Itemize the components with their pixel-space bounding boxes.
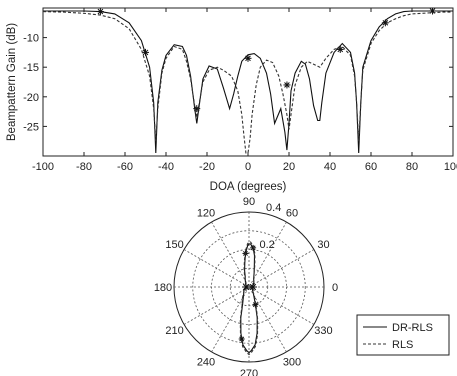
polar-point-marker [252,301,259,308]
polar-angle-label: 0 [332,282,338,294]
x-tick-label: -80 [76,161,92,173]
polar-spoke [211,221,287,353]
x-tick-label: 40 [324,161,336,173]
legend-label-dr-rls: DR-RLS [392,322,433,334]
legend: DR-RLS RLS [356,314,450,356]
polar-angle-label: 150 [165,239,183,251]
polar-radius-label: 0.4 [266,202,281,214]
polar-angle-label: 180 [154,282,172,294]
x-tick-label: -100 [32,161,54,173]
polar-radius-labels: 0.2 0.4 [260,202,282,251]
y-tick-label: -25 [23,121,39,133]
x-axis-label: DOA (degrees) [210,181,287,193]
polar-spoke [183,249,315,325]
data-point-marker [283,81,291,89]
data-point-marker [244,54,252,62]
plot-frame [42,7,454,157]
x-tick-labels: -100 -80 -60 -40 -20 0 20 40 60 80 100 [32,8,457,173]
beampattern-chart: -100 -80 -60 -40 -20 0 20 40 60 80 100 -10 -15 -20 -2… [6,7,457,193]
polar-grid-ring [192,230,306,344]
polar-angle-label: 330 [314,325,332,337]
x-tick-label: 100 [444,161,457,173]
y-tick-label: -20 [23,92,39,104]
polar-center-marker [249,283,257,291]
x-tick-label: 20 [283,161,295,173]
series-line-rls [43,11,453,154]
legend-label-rls: RLS [392,339,413,351]
polar-angle-label: 60 [286,208,298,220]
series-line-dr-rls [43,10,453,154]
y-tick-label: -15 [23,62,39,74]
y-tick-labels: -10 -15 -20 -25 [23,33,453,133]
polar-angle-label: 270 [240,368,258,376]
polar-angle-label: 300 [283,356,301,368]
polar-center-marker [242,283,250,291]
data-point-marker [142,48,149,56]
legend-box [356,314,450,356]
x-tick-label: 0 [245,161,251,173]
polar-angle-label: 30 [317,239,329,251]
y-tick-label: -10 [23,33,39,45]
x-tick-label: -40 [158,161,174,173]
polar-angle-label: 210 [165,325,183,337]
polar-series [238,241,259,356]
x-tick-label: 60 [365,161,377,173]
y-axis-label: Beampattern Gain (dB) [6,23,18,141]
series-lines [43,7,453,154]
data-point-marker [96,8,104,16]
data-point-marker [429,7,436,15]
polar-angle-label: 240 [197,356,215,368]
polar-radius-label: 0.2 [260,239,275,251]
polar-spoke [183,249,315,325]
x-tick-label: -60 [117,161,133,173]
polar-spoke [211,221,287,353]
data-point-marker [381,19,389,27]
x-tick-label: 80 [406,161,418,173]
polar-angle-label: 90 [243,196,255,208]
x-tick-label: -20 [199,161,215,173]
polar-angle-label: 120 [197,208,215,220]
